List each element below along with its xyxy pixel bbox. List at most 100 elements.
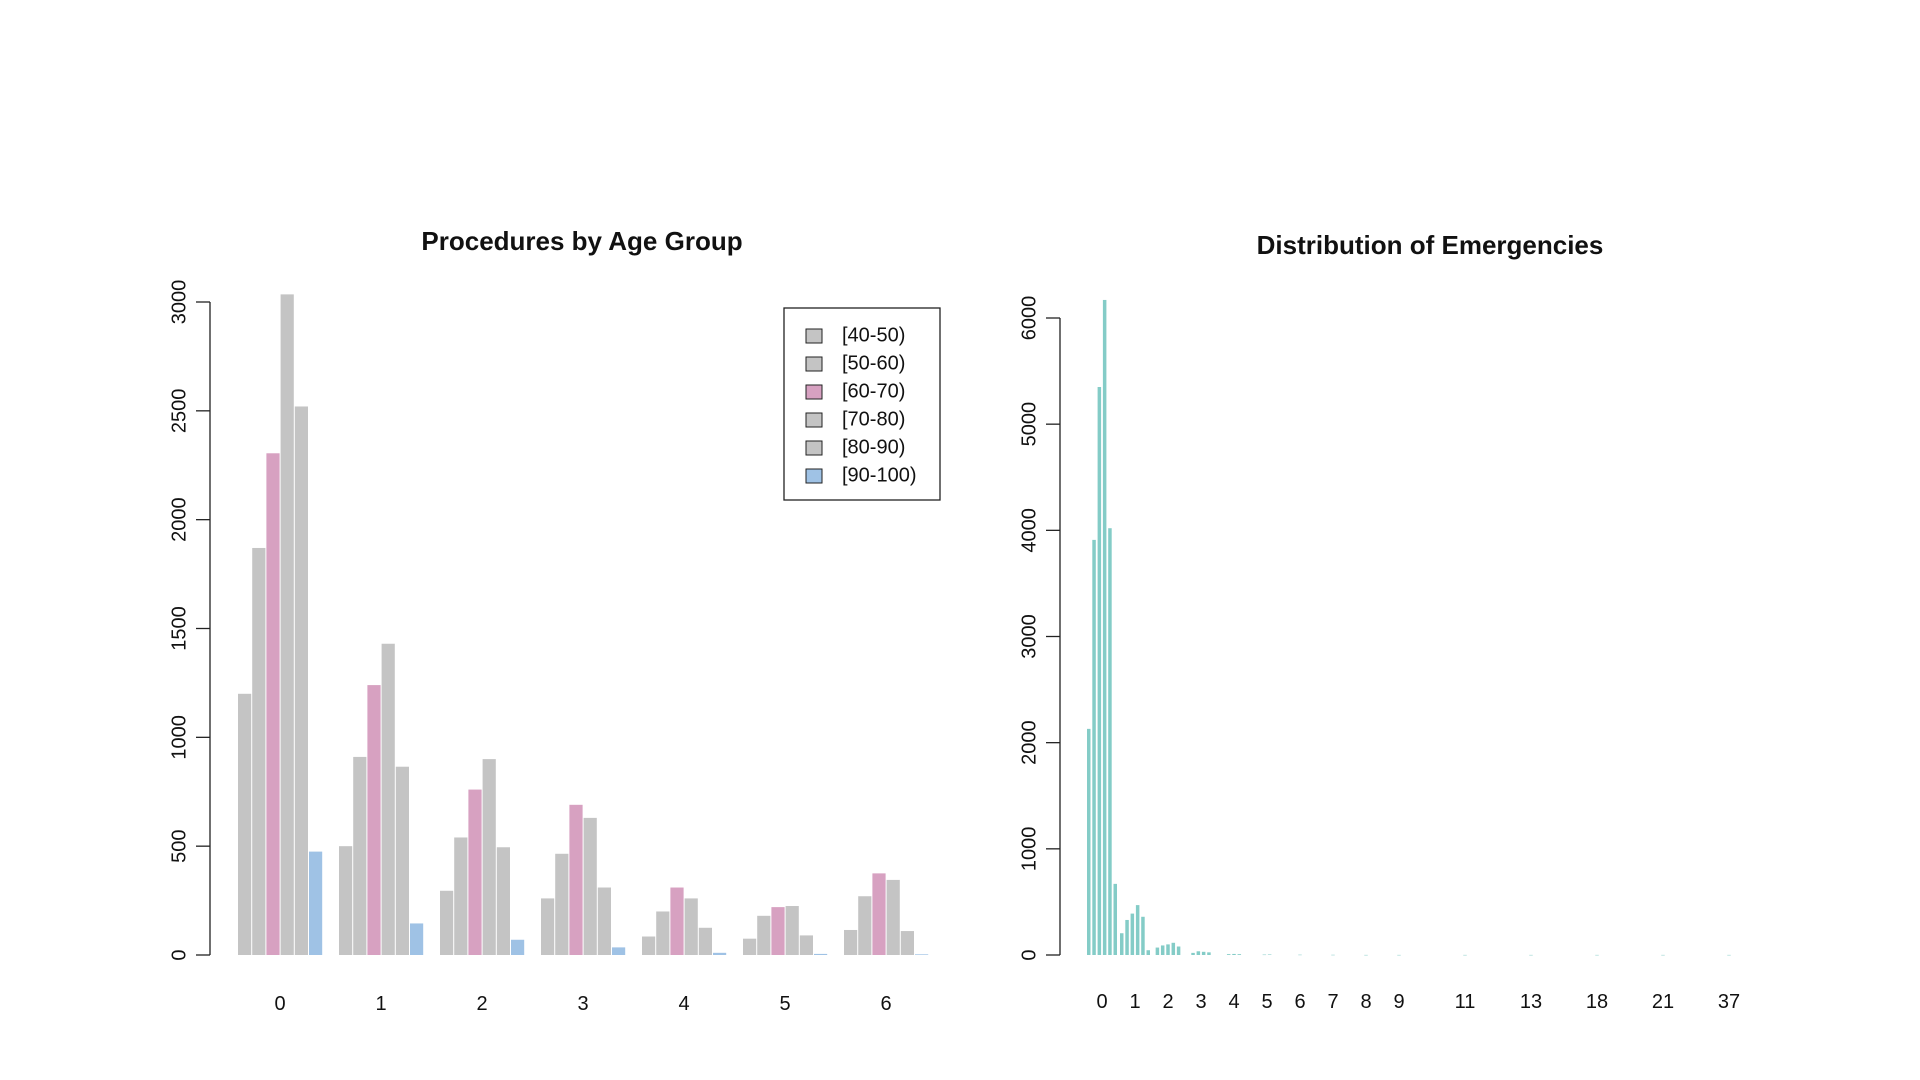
bar-2-5060 — [454, 837, 468, 955]
legend-swatch — [805, 384, 823, 400]
bar-2-6070 — [468, 789, 482, 955]
bar-6-8090 — [900, 931, 914, 955]
left-y-ticks: 0 500 1000 1500 2000 2500 3000 — [168, 280, 210, 961]
bar-0-6070 — [266, 453, 280, 955]
right-x-tick-label: 11 — [1455, 991, 1476, 1013]
emergency-bar-6-0 — [1298, 954, 1302, 956]
bar-6-4050 — [844, 929, 858, 955]
emergency-bar-0-0 — [1087, 728, 1091, 955]
right-y-tick-label: 3000 — [1018, 614, 1040, 659]
legend-label: [60-70) — [842, 380, 905, 402]
left-x-labels: 0 1 2 3 4 5 6 — [274, 993, 891, 1015]
right-bars — [1087, 299, 1731, 956]
emergency-bar-3-0 — [1191, 952, 1195, 955]
left-x-tick-label: 3 — [577, 993, 588, 1015]
bar-0-4050 — [238, 693, 252, 955]
left-y-tick-label: 3000 — [168, 280, 190, 325]
left-y-tick-label: 1000 — [168, 715, 190, 760]
right-x-tick-label: 21 — [1652, 991, 1674, 1013]
emergency-bar-1-0 — [1120, 933, 1124, 955]
emergency-bar-0-3 — [1102, 299, 1107, 955]
emergency-bar-1-4 — [1141, 916, 1145, 955]
bar-3-90100 — [612, 947, 626, 955]
left-x-tick-label: 0 — [274, 993, 285, 1015]
legend-swatch — [805, 356, 823, 372]
bar-1-90100 — [410, 923, 424, 955]
right-x-tick-label: 18 — [1586, 991, 1608, 1013]
left-y-tick-label: 0 — [168, 949, 190, 960]
emergency-bar-2-4 — [1176, 946, 1181, 955]
right-y-tick-label: 0 — [1018, 949, 1040, 960]
emergency-bar-1-1 — [1125, 919, 1129, 955]
right-x-tick-label: 7 — [1327, 991, 1338, 1013]
emergency-bar-0-5 — [1113, 883, 1117, 955]
bar-5-90100 — [814, 953, 828, 955]
emergency-bar-0-2 — [1097, 387, 1102, 956]
emergency-bar-4-2 — [1237, 954, 1242, 955]
bar-1-7080 — [381, 643, 395, 955]
left-legend: [40-50) [50-60) [60-70) [70-80) [80-90) [90-1… — [783, 307, 941, 501]
bar-2-90100 — [511, 939, 525, 955]
left-y-tick-label: 2000 — [168, 497, 190, 542]
right-y-tick-label: 2000 — [1018, 720, 1040, 765]
bar-3-8090 — [597, 887, 611, 955]
bar-3-6070 — [569, 804, 583, 955]
bar-4-6070 — [670, 887, 684, 955]
bar-2-4050 — [440, 890, 454, 955]
bar-1-8090 — [395, 766, 409, 955]
legend-label: [70-80) — [842, 408, 905, 430]
emergency-bar-8-0 — [1364, 954, 1368, 956]
legend-swatch — [805, 468, 823, 484]
left-x-tick-label: 2 — [476, 993, 487, 1015]
emergency-bar-3-3 — [1207, 952, 1211, 955]
right-x-tick-label: 4 — [1228, 991, 1239, 1013]
bar-4-5060 — [656, 911, 670, 955]
emergency-bar-3-2 — [1201, 951, 1206, 955]
right-y-ticks: 0 1000 2000 3000 4000 5000 6000 — [1018, 296, 1060, 961]
legend-swatch — [805, 328, 823, 344]
distribution-of-emergencies-chart: Distribution of Emergencies 010002000300… — [1018, 230, 1740, 1013]
right-chart-title: Distribution of Emergencies — [1257, 230, 1604, 260]
emergency-bar-1-2 — [1130, 913, 1135, 955]
emergency-bar-4-1 — [1232, 953, 1236, 955]
bar-2-8090 — [496, 847, 510, 955]
left-x-tick-label: 4 — [678, 993, 689, 1015]
emergency-bar-2-3 — [1171, 942, 1176, 955]
emergency-bar-2-0 — [1155, 947, 1160, 955]
emergency-bar-2-1 — [1160, 945, 1165, 955]
right-y-tick-label: 6000 — [1018, 296, 1040, 341]
left-bars — [238, 294, 929, 956]
left-y-tick-label: 500 — [168, 829, 190, 862]
bar-0-8090 — [294, 406, 308, 956]
bar-5-4050 — [743, 938, 757, 955]
emergency-bar-0-1 — [1092, 539, 1096, 955]
right-y-tick-label: 5000 — [1018, 402, 1040, 447]
left-x-tick-label: 5 — [779, 993, 790, 1015]
bar-4-90100 — [713, 952, 727, 955]
left-x-tick-label: 6 — [880, 993, 891, 1015]
left-y-tick-label: 1500 — [168, 606, 190, 651]
bar-5-8090 — [799, 935, 813, 955]
emergency-bar-4-0 — [1226, 954, 1231, 955]
emergency-bar-21-0 — [1661, 954, 1665, 956]
bar-5-6070 — [771, 907, 785, 955]
emergency-bar-0-4 — [1108, 528, 1112, 955]
right-x-tick-label: 1 — [1129, 991, 1140, 1013]
bar-5-5060 — [757, 915, 771, 955]
emergency-bar-5-0 — [1262, 954, 1267, 956]
bar-6-6070 — [872, 873, 886, 955]
right-x-tick-label: 37 — [1718, 991, 1740, 1013]
right-y-tick-label: 4000 — [1018, 508, 1040, 553]
bar-0-90100 — [309, 851, 323, 955]
right-x-tick-label: 2 — [1162, 991, 1173, 1013]
emergency-bar-11-0 — [1463, 954, 1467, 956]
emergency-bar-1-3 — [1135, 905, 1140, 955]
right-x-tick-label: 8 — [1360, 991, 1371, 1013]
legend-label: [50-60) — [842, 352, 905, 374]
bar-4-7080 — [684, 898, 698, 955]
emergency-bar-1-5 — [1146, 950, 1150, 955]
procedures-by-age-group-chart: Procedures by Age Group 0 500 1000 1500 2000… — [168, 226, 941, 1015]
left-x-tick-label: 1 — [375, 993, 386, 1015]
